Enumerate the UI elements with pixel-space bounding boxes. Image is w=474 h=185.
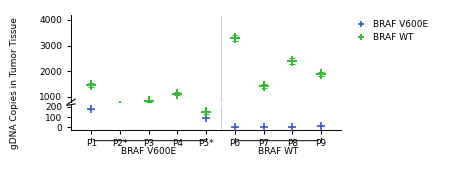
Point <box>116 59 124 62</box>
Text: BRAF V600E: BRAF V600E <box>121 147 176 156</box>
Point <box>202 117 210 120</box>
Point <box>173 10 181 13</box>
Point <box>231 121 239 124</box>
Point <box>173 64 181 67</box>
Point <box>202 116 210 119</box>
Point <box>318 125 325 128</box>
Point <box>289 125 296 128</box>
Point <box>145 100 153 102</box>
Point <box>289 121 296 124</box>
Point <box>87 84 95 87</box>
Point <box>145 103 153 106</box>
Point <box>318 73 325 76</box>
Point <box>318 121 325 124</box>
Point <box>116 107 124 110</box>
Point <box>116 104 124 107</box>
Point <box>87 116 95 119</box>
Point <box>145 40 153 43</box>
Legend: BRAF V600E, BRAF WT: BRAF V600E, BRAF WT <box>351 19 429 43</box>
Point <box>260 121 267 124</box>
Point <box>173 105 181 108</box>
Point <box>231 125 239 128</box>
Point <box>116 69 124 72</box>
Point <box>260 125 267 128</box>
Point <box>173 92 181 95</box>
Point <box>87 107 95 110</box>
Point <box>145 53 153 56</box>
Point <box>231 36 239 39</box>
Text: gDNA Copies in Tumor Tissue: gDNA Copies in Tumor Tissue <box>10 17 18 149</box>
Point <box>202 111 210 114</box>
Point <box>202 118 210 121</box>
Point <box>260 85 267 88</box>
Point <box>289 59 296 62</box>
Text: BRAF WT: BRAF WT <box>258 147 298 156</box>
